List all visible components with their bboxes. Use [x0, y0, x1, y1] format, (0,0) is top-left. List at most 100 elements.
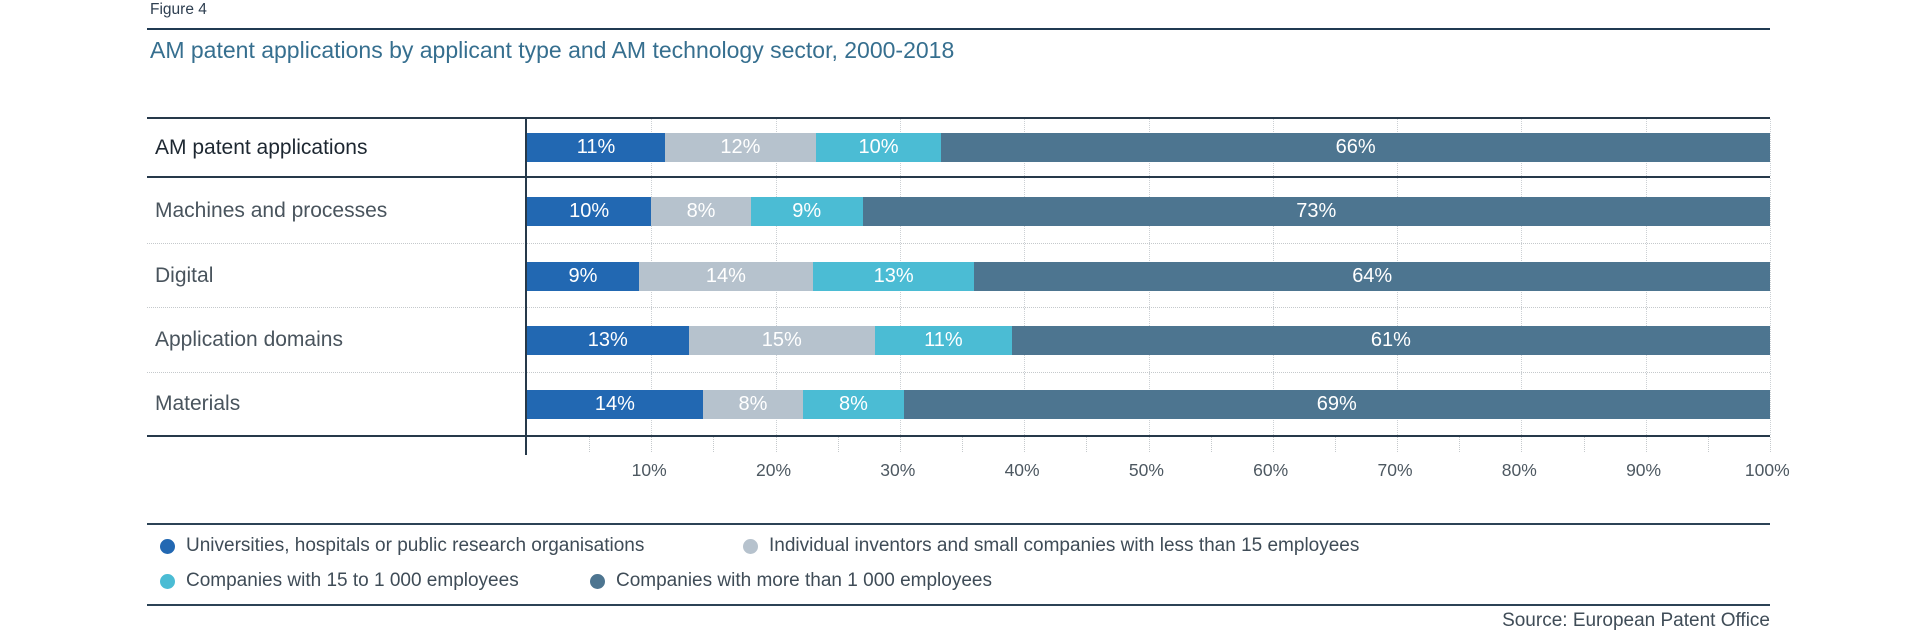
legend-item: Individual inventors and small companies… — [743, 535, 1359, 557]
segment-value-label: 66% — [1335, 136, 1376, 158]
stacked-bar: 10% 8% 9% 73% — [527, 196, 1770, 226]
stacked-bar: 9% 14% 13% 64% — [527, 261, 1770, 291]
bar-segment: 10% — [815, 133, 942, 162]
segment-value-label: 69% — [1316, 392, 1357, 415]
bar-segment: 8% — [651, 196, 751, 226]
chart-row: Application domains 13% 15% 11% 61% — [147, 308, 1771, 373]
bar-segment: 64% — [974, 261, 1770, 291]
legend-item: Companies with more than 1 000 employees — [590, 570, 992, 592]
bar-segment: 66% — [941, 133, 1770, 162]
source-attribution: Source: European Patent Office — [1502, 610, 1770, 631]
row-label: Materials — [155, 392, 241, 415]
x-axis-minor-tick — [837, 437, 839, 452]
bar-segment: 13% — [812, 261, 975, 291]
segment-value-label: 11% — [576, 136, 616, 158]
x-axis-minor-tick — [1148, 437, 1150, 452]
x-axis-minor-tick — [1583, 437, 1585, 452]
bar-segment: 8% — [702, 389, 804, 419]
legend-color-dot-icon — [160, 538, 175, 554]
x-axis-minor-tick — [1334, 437, 1336, 452]
legend-label: Universities, hospitals or public resear… — [186, 535, 645, 556]
bar-segment: 10% — [527, 196, 652, 226]
segment-value-label: 14% — [594, 392, 635, 415]
vertical-gridline — [1770, 119, 1771, 176]
page-title: AM patent applications by applicant type… — [150, 37, 955, 63]
bar-segment: 8% — [803, 389, 904, 419]
header-divider — [147, 28, 1770, 30]
stacked-bar: 13% 15% 11% 61% — [527, 326, 1770, 355]
segment-value-label: 10% — [569, 199, 610, 222]
x-axis-minor-tick — [1459, 437, 1461, 452]
segment-value-label: 9% — [792, 199, 822, 222]
segment-value-label: 13% — [873, 264, 914, 287]
x-axis-tick-label: 30% — [880, 460, 916, 480]
bar-segment: 9% — [750, 196, 863, 226]
segment-value-label: 14% — [705, 264, 746, 287]
x-axis-minor-tick — [775, 437, 777, 452]
legend-color-dot-icon — [590, 573, 605, 589]
x-axis-minor-tick — [1210, 437, 1212, 452]
x-axis-minor-tick — [899, 437, 901, 452]
x-axis-tick-label: 70% — [1377, 460, 1413, 480]
x-axis-tick-label: 40% — [1004, 460, 1040, 480]
x-axis-tick-label: 90% — [1626, 460, 1662, 480]
chart-row: Materials 14% 8% 8% 69% — [147, 373, 1771, 435]
bar-segment: 73% — [862, 196, 1770, 226]
x-axis-minor-tick — [651, 437, 653, 452]
segment-value-label: 12% — [720, 136, 761, 158]
row-label: AM patent applications — [155, 135, 368, 159]
segment-value-label: 8% — [686, 199, 716, 222]
footer-divider — [147, 604, 1770, 606]
chart-row: Digital 9% 14% 13% 64% — [147, 244, 1771, 308]
vertical-gridline — [1770, 373, 1771, 435]
x-axis-minor-tick — [1272, 437, 1274, 452]
legend-label: Companies with more than 1 000 employees — [616, 570, 992, 591]
legend-label: Individual inventors and small companies… — [769, 535, 1360, 556]
x-axis-minor-tick — [1707, 437, 1709, 452]
stacked-bar: 14% 8% 8% 69% — [527, 389, 1770, 419]
stacked-bar: 11% 12% 10% 66% — [527, 133, 1770, 162]
segment-value-label: 61% — [1370, 329, 1411, 351]
x-axis-tick-label: 100% — [1744, 460, 1790, 480]
bar-segment: 12% — [665, 133, 816, 162]
vertical-gridline — [1770, 178, 1771, 243]
bar-segment: 11% — [527, 133, 666, 162]
segment-value-label: 8% — [838, 392, 868, 415]
x-axis-tick-label: 80% — [1501, 460, 1537, 480]
bar-segment: 61% — [1011, 326, 1770, 355]
legend-item: Universities, hospitals or public resear… — [160, 535, 644, 557]
row-label: Digital — [155, 263, 214, 287]
segment-value-label: 11% — [924, 329, 963, 351]
row-label: Machines and processes — [155, 198, 388, 222]
vertical-gridline — [1770, 244, 1771, 307]
chart-row: Machines and processes 10% 8% 9% 73% — [147, 178, 1771, 244]
stacked-bar-chart: AM patent applications 11% 12% 10% 66% Machin… — [147, 117, 1771, 437]
segment-value-label: 10% — [858, 136, 899, 158]
x-axis-minor-tick — [1645, 437, 1647, 452]
x-axis-minor-tick — [962, 437, 964, 452]
x-axis-minor-tick — [589, 437, 591, 452]
y-axis-line — [525, 117, 527, 455]
legend-color-dot-icon — [743, 538, 758, 554]
segment-value-label: 8% — [738, 392, 768, 415]
x-axis-minor-tick — [1397, 437, 1399, 452]
bar-segment: 14% — [527, 389, 703, 419]
x-axis-minor-tick — [1770, 437, 1771, 452]
segment-value-label: 15% — [761, 329, 802, 351]
row-label: Application domains — [155, 328, 343, 351]
vertical-gridline — [1770, 308, 1771, 372]
x-axis-tick-label: 50% — [1128, 460, 1164, 480]
bar-segment: 14% — [638, 261, 813, 291]
legend-item: Companies with 15 to 1 000 employees — [160, 570, 519, 592]
bar-segment: 69% — [903, 389, 1770, 419]
bar-segment: 15% — [688, 326, 876, 355]
segment-value-label: 64% — [1352, 264, 1393, 287]
x-axis-tick-label: 60% — [1253, 460, 1289, 480]
segment-value-label: 13% — [587, 329, 628, 351]
bar-segment: 13% — [527, 326, 689, 355]
x-axis-minor-tick — [713, 437, 715, 452]
x-axis-minor-tick — [1024, 437, 1026, 452]
bar-segment: 11% — [875, 326, 1012, 355]
legend-label: Companies with 15 to 1 000 employees — [186, 570, 519, 591]
segment-value-label: 9% — [568, 264, 598, 287]
